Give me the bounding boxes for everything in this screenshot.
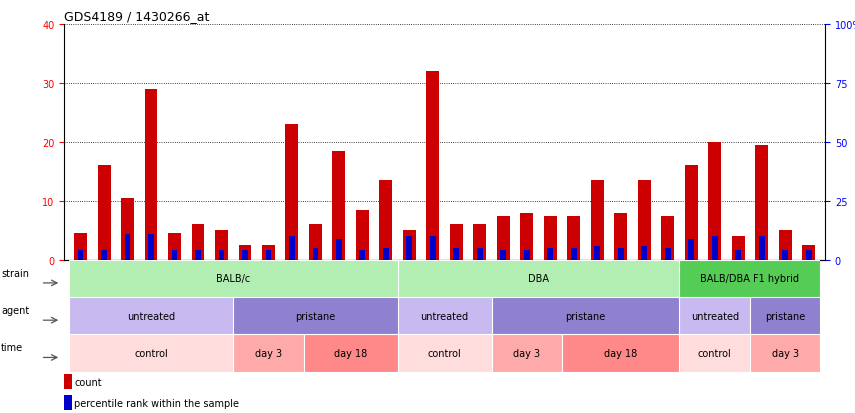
- Bar: [641, 246, 647, 260]
- Bar: [732, 237, 745, 260]
- Bar: [192, 225, 204, 260]
- Bar: [356, 210, 369, 260]
- Bar: [242, 251, 248, 260]
- Bar: [497, 216, 510, 260]
- Text: untreated: untreated: [421, 311, 469, 321]
- Text: GDS4189 / 1430266_at: GDS4189 / 1430266_at: [64, 10, 209, 23]
- Bar: [144, 90, 157, 260]
- Bar: [665, 248, 670, 260]
- Text: time: time: [1, 342, 23, 353]
- Text: pristane: pristane: [295, 311, 335, 321]
- Text: day 18: day 18: [334, 348, 368, 358]
- Bar: [571, 248, 576, 260]
- Text: day 18: day 18: [604, 348, 637, 358]
- Bar: [782, 251, 788, 260]
- Bar: [427, 72, 439, 260]
- Bar: [215, 231, 228, 260]
- Text: control: control: [698, 348, 732, 358]
- Text: strain: strain: [1, 268, 29, 278]
- Bar: [594, 246, 600, 260]
- Bar: [524, 251, 530, 260]
- Text: BALB/c: BALB/c: [216, 274, 251, 284]
- Bar: [477, 248, 483, 260]
- Bar: [735, 251, 741, 260]
- Text: control: control: [428, 348, 462, 358]
- Bar: [685, 166, 698, 260]
- Bar: [638, 181, 651, 260]
- Bar: [313, 248, 318, 260]
- Text: BALB/DBA F1 hybrid: BALB/DBA F1 hybrid: [700, 274, 799, 284]
- Bar: [614, 213, 628, 260]
- Text: untreated: untreated: [127, 311, 175, 321]
- Text: percentile rank within the sample: percentile rank within the sample: [74, 398, 239, 408]
- Bar: [403, 231, 416, 260]
- Bar: [78, 251, 84, 260]
- Bar: [289, 237, 295, 260]
- Bar: [97, 166, 110, 260]
- Bar: [755, 145, 768, 260]
- Bar: [148, 234, 154, 260]
- Bar: [779, 231, 792, 260]
- Bar: [286, 125, 298, 260]
- Bar: [474, 225, 486, 260]
- Bar: [688, 239, 694, 260]
- Text: untreated: untreated: [691, 311, 739, 321]
- Text: day 3: day 3: [255, 348, 282, 358]
- Bar: [239, 245, 251, 260]
- Bar: [309, 225, 321, 260]
- Bar: [568, 216, 581, 260]
- Bar: [380, 181, 392, 260]
- Bar: [618, 248, 623, 260]
- Bar: [453, 248, 459, 260]
- Bar: [711, 237, 717, 260]
- Bar: [64, 395, 73, 410]
- Bar: [172, 251, 178, 260]
- Bar: [521, 213, 534, 260]
- Text: pristane: pristane: [565, 311, 605, 321]
- Bar: [383, 248, 389, 260]
- Bar: [544, 216, 557, 260]
- Bar: [262, 245, 275, 260]
- Bar: [101, 251, 107, 260]
- Bar: [359, 251, 365, 260]
- Text: day 3: day 3: [513, 348, 540, 358]
- Bar: [336, 239, 342, 260]
- Bar: [219, 251, 224, 260]
- Bar: [74, 234, 87, 260]
- Bar: [168, 234, 181, 260]
- Bar: [430, 237, 436, 260]
- Bar: [661, 216, 675, 260]
- Bar: [406, 237, 412, 260]
- Bar: [333, 151, 345, 260]
- Text: day 3: day 3: [771, 348, 799, 358]
- Bar: [591, 181, 604, 260]
- Bar: [121, 198, 134, 260]
- Bar: [125, 234, 131, 260]
- Bar: [547, 248, 553, 260]
- Bar: [708, 142, 721, 260]
- Bar: [805, 251, 811, 260]
- Text: count: count: [74, 377, 102, 387]
- Bar: [64, 375, 73, 389]
- Bar: [500, 251, 506, 260]
- Bar: [266, 251, 271, 260]
- Text: pristane: pristane: [765, 311, 805, 321]
- Bar: [450, 225, 463, 260]
- Text: agent: agent: [1, 305, 30, 316]
- Text: control: control: [134, 348, 168, 358]
- Bar: [758, 237, 764, 260]
- Bar: [802, 245, 815, 260]
- Text: DBA: DBA: [528, 274, 549, 284]
- Bar: [195, 251, 201, 260]
